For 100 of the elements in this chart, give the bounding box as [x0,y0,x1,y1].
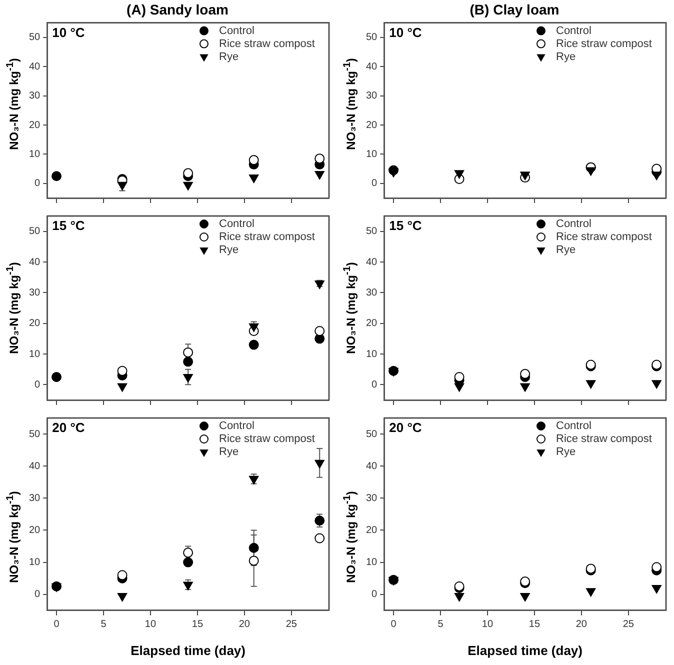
legend-label: Rice straw compost [219,433,315,446]
point [117,182,128,190]
legend-label: Control [556,24,592,37]
point [248,155,259,166]
x-axis-title: Elapsed time (day) [130,642,246,658]
y-tick-label: 0 [34,379,41,390]
annotation: 15 °C [52,218,86,234]
y-tick-label: 10 [366,557,378,568]
legend-label: Rye [219,446,239,458]
y-tick-label: 50 [366,32,378,44]
y-tick-label: 20 [366,524,378,536]
y-tick-label: 20 [29,524,41,536]
y-tick-label: 10 [366,348,378,360]
point [183,356,194,367]
point [52,372,62,382]
point [183,557,194,568]
legend-label: Rice straw compost [219,38,315,50]
point [314,154,325,164]
x-tick-label: 5 [100,619,107,630]
point [117,366,128,376]
point [117,570,128,580]
x-tick-label: 25 [622,619,634,630]
y-tick-label: 10 [29,148,41,160]
legend-label: Rice straw compost [556,231,652,244]
point [586,167,596,176]
x-tick-label: 0 [390,619,397,630]
point [454,170,464,179]
legend-label: Control [556,420,592,432]
y-tick-label: 50 [366,226,378,238]
y-tick-label: 30 [29,287,41,298]
y-tick-label: 40 [366,460,378,472]
legend-label: Rye [556,50,576,63]
x-tick-label: 15 [192,619,204,630]
point [117,592,128,602]
chart-title: (B) Clay loam [470,1,560,18]
y-tick-label: 30 [366,90,378,102]
y-tick-label: 40 [29,256,41,268]
point [314,460,324,468]
y-tick-label: 40 [29,460,41,472]
legend-label: Rye [219,244,239,256]
y-tick-label: 30 [29,492,41,504]
y-tick-label: 20 [366,318,378,330]
y-tick-label: 30 [29,90,41,102]
annotation: 15 °C [389,218,422,234]
y-tick-label: 0 [372,379,378,390]
y-tick-label: 40 [29,61,41,72]
legend-label: Control [556,218,592,230]
point [248,542,259,553]
point [183,582,193,590]
x-tick-label: 5 [438,619,444,630]
point [248,556,259,566]
y-tick-label: 40 [366,256,378,268]
x-tick-label: 25 [286,619,298,630]
x-tick-label: 0 [54,619,60,630]
chart-title: (A) Sandy loam [126,1,228,18]
x-tick-label: 20 [238,619,250,630]
legend-label: Rice straw compost [219,231,315,244]
x-tick-label: 10 [482,619,494,630]
legend-label: Rice straw compost [556,38,652,50]
annotation: 10 °C [389,24,422,40]
y-tick-label: 50 [29,32,41,44]
y-tick-label: 30 [366,492,378,504]
legend-label: Rye [556,446,576,458]
y-tick-label: 50 [366,428,378,440]
x-axis-title: Elapsed time (day) [468,642,582,658]
legend-label: Control [219,218,254,230]
annotation: 10 °C [52,24,86,40]
y-tick-label: 0 [372,178,378,190]
point [183,347,194,358]
y-tick-label: 20 [29,120,41,131]
y-tick-label: 50 [29,226,41,238]
legend-label: Control [219,420,254,432]
point [314,326,325,336]
x-tick-label: 20 [576,619,588,630]
point [248,340,259,350]
y-tick-label: 10 [366,148,378,160]
y-tick-label: 10 [29,557,41,568]
legend-label: Rye [219,50,239,63]
y-tick-label: 20 [29,318,41,330]
y-tick-label: 0 [34,178,41,190]
legend-label: Control [219,24,254,37]
y-tick-label: 20 [366,120,378,131]
y-tick-label: 10 [29,348,41,360]
x-tick-label: 15 [528,619,540,630]
point [117,383,128,392]
y-tick-label: 0 [34,589,41,600]
point [183,168,194,178]
y-tick-label: 50 [29,428,41,440]
point [520,172,530,180]
point [314,171,324,180]
legend-label: Rye [556,244,576,256]
point [183,182,193,190]
x-tick-label: 10 [144,619,156,630]
y-tick-label: 0 [372,589,378,600]
annotation: 20 °C [389,420,422,436]
legend-label: Rice straw compost [556,433,652,446]
point [314,533,325,544]
y-tick-label: 30 [366,287,378,298]
point [183,374,193,382]
point [388,168,398,178]
